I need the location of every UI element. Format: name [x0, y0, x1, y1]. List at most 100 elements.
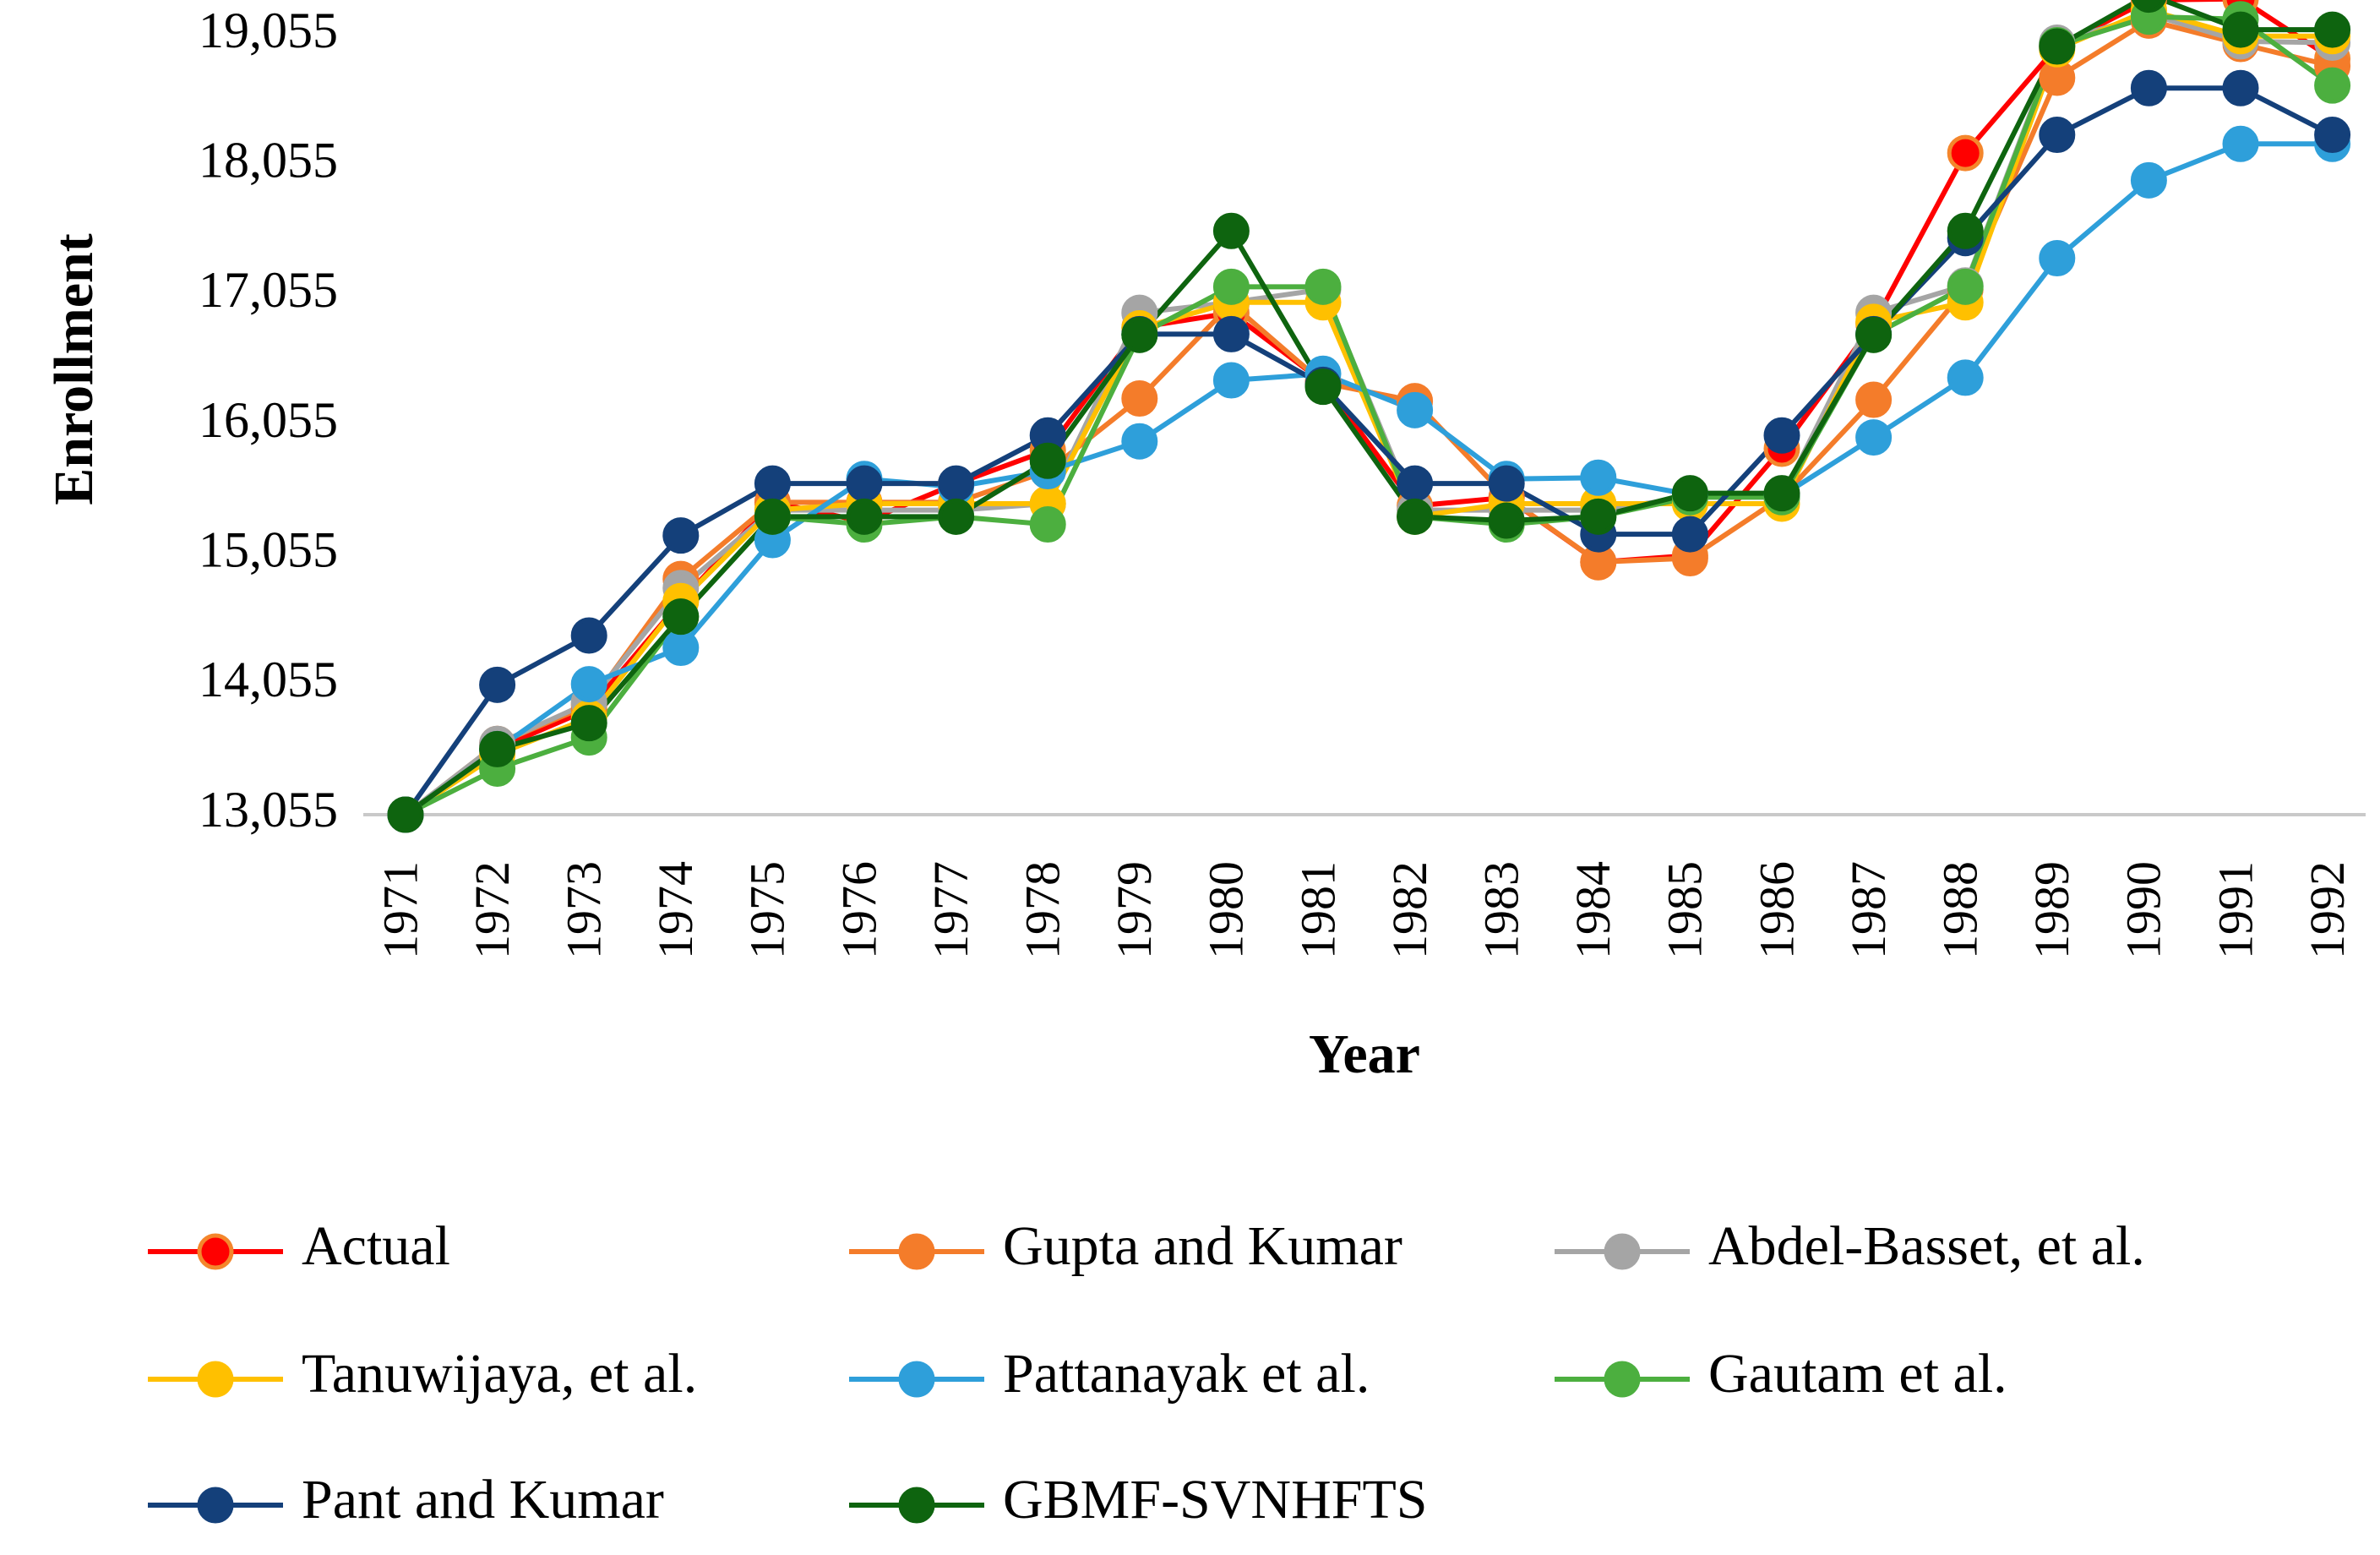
data-point-pant-and-kumar: [846, 465, 883, 502]
legend-marker-swatch: [197, 1487, 234, 1524]
data-point-gbmf-svnhfts: [2131, 0, 2166, 14]
data-point-gbmf-svnhfts: [1671, 475, 1708, 512]
data-point-gbmf-svnhfts: [1121, 316, 1158, 353]
data-point-pattanayak-et-al: [1947, 359, 1984, 396]
data-point-gbmf-svnhfts: [1212, 212, 1250, 249]
data-point-gbmf-svnhfts: [2039, 28, 2076, 65]
x-tick-label: 1974: [648, 861, 703, 959]
data-point-pant-and-kumar: [662, 517, 700, 554]
data-point-gbmf-svnhfts: [570, 705, 607, 742]
data-point-gbmf-svnhfts: [387, 796, 424, 833]
data-point-gautam-et-al: [1947, 268, 1984, 305]
legend-label: Gupta and Kumar: [1003, 1215, 1402, 1277]
legend-marker-swatch: [1604, 1233, 1641, 1270]
legend-marker-swatch: [898, 1487, 935, 1524]
x-tick-label: 1985: [1658, 861, 1713, 959]
data-point-gbmf-svnhfts: [1488, 502, 1525, 539]
data-point-pant-and-kumar: [1397, 465, 1434, 502]
data-point-gupta-and-kumar: [1855, 381, 1893, 418]
data-point-pattanayak-et-al: [1212, 362, 1250, 399]
data-point-pattanayak-et-al: [2039, 240, 2076, 277]
data-point-pattanayak-et-al: [2130, 161, 2167, 199]
data-point-actual: [1947, 134, 1984, 172]
data-point-gbmf-svnhfts: [1763, 475, 1800, 512]
data-point-pant-and-kumar: [570, 617, 607, 654]
data-point-pant-and-kumar: [2039, 117, 2076, 154]
series-lines: [403, 0, 2334, 817]
x-tick-label: 1990: [2116, 861, 2171, 959]
series-line-gbmf-svnhfts: [404, 0, 2333, 817]
x-tick-label: 1978: [1016, 861, 1070, 959]
legend-marker-swatch: [197, 1233, 234, 1270]
x-tick-labels: 1971 1972 1973 1974 1975 1976 1977 1978 1979 1980…: [373, 861, 2355, 959]
data-point-pattanayak-et-al: [1121, 423, 1158, 460]
x-tick-label: 1986: [1749, 861, 1804, 959]
data-point-gautam-et-al: [1029, 506, 1066, 543]
x-tick-label: 1989: [2024, 861, 2079, 959]
data-point-pant-and-kumar: [2130, 69, 2167, 106]
legend-marker-swatch: [197, 1361, 234, 1398]
data-point-gbmf-svnhfts: [662, 598, 700, 636]
data-point-pant-and-kumar: [938, 465, 975, 502]
data-point-gbmf-svnhfts: [479, 730, 516, 767]
legend-item-actual: Actual: [148, 1215, 450, 1277]
x-tick-label: 1977: [923, 861, 978, 959]
data-point-pant-and-kumar: [2222, 69, 2259, 106]
data-point-gbmf-svnhfts: [2314, 11, 2351, 48]
data-point-gbmf-svnhfts: [938, 498, 975, 535]
legend-label: Tanuwijaya, et al.: [302, 1343, 697, 1405]
x-tick-label: 1982: [1382, 861, 1437, 959]
legend-label: GBMF-SVNHFTS: [1003, 1469, 1427, 1530]
y-tick-label: 15,055: [199, 521, 338, 577]
data-point-pant-and-kumar: [1763, 417, 1800, 454]
data-point-gbmf-svnhfts: [1304, 368, 1342, 406]
data-point-pant-and-kumar: [1212, 315, 1250, 352]
y-tick-label: 14,055: [199, 652, 338, 707]
y-tick-label: 13,055: [199, 782, 338, 838]
y-tick-labels: 13,055 14,055 15,055 16,055 17,055 18,055 19,0…: [199, 3, 338, 838]
x-tick-label: 1979: [1107, 861, 1162, 959]
data-point-pant-and-kumar: [754, 465, 791, 502]
data-point-gupta-and-kumar: [1121, 379, 1158, 417]
legend-label: Actual: [302, 1215, 450, 1277]
data-point-pant-and-kumar: [2314, 117, 2351, 154]
data-point-gbmf-svnhfts: [1029, 442, 1066, 479]
data-point-gautam-et-al: [1212, 268, 1250, 305]
legend-item-pattanayak-et-al: Pattanayak et al.: [849, 1343, 1370, 1405]
data-point-pattanayak-et-al: [2222, 125, 2259, 162]
legend-label: Gautam et al.: [1708, 1343, 2007, 1405]
x-tick-label: 1991: [2208, 861, 2263, 959]
series-line-tanuwijaya-et-al: [404, 8, 2333, 817]
data-point-pant-and-kumar: [1671, 516, 1708, 553]
series-line-pant-and-kumar: [403, 85, 2334, 816]
x-tick-label: 1980: [1199, 861, 1254, 959]
y-tick-label: 17,055: [199, 262, 338, 318]
y-tick-label: 16,055: [199, 392, 338, 448]
x-tick-label: 1973: [557, 861, 612, 959]
data-point-gbmf-svnhfts: [754, 498, 791, 535]
legend-item-gbmf-svnhfts: GBMF-SVNHFTS: [849, 1469, 1427, 1530]
y-axis-label: Enrollment: [43, 233, 105, 505]
x-tick-label: 1975: [740, 861, 795, 959]
data-point-gbmf-svnhfts: [1947, 212, 1984, 249]
legend-item-tanuwijaya-et-al: Tanuwijaya, et al.: [148, 1343, 697, 1405]
legend-label: Pattanayak et al.: [1003, 1343, 1370, 1405]
legend-marker-swatch: [898, 1233, 935, 1270]
data-point-gbmf-svnhfts: [1580, 498, 1617, 535]
data-point-gautam-et-al: [1304, 268, 1342, 305]
x-tick-label: 1984: [1566, 861, 1620, 959]
x-tick-label: 1971: [373, 861, 428, 959]
data-point-pant-and-kumar: [479, 666, 516, 703]
y-tick-label: 18,055: [199, 132, 338, 188]
legend-item-gautam-et-al: Gautam et al.: [1555, 1343, 2007, 1405]
legend-item-pant-and-kumar: Pant and Kumar: [148, 1469, 664, 1530]
x-tick-label: 1972: [465, 861, 520, 959]
legend-label: Abdel-Basset, et al.: [1708, 1215, 2145, 1277]
legend-marker-swatch: [1604, 1361, 1641, 1398]
data-point-gbmf-svnhfts: [1397, 498, 1434, 535]
data-point-pant-and-kumar: [1488, 465, 1525, 502]
y-tick-label: 19,055: [199, 3, 338, 58]
series-line-pattanayak-et-al: [404, 141, 2333, 817]
data-point-pattanayak-et-al: [1855, 419, 1893, 456]
